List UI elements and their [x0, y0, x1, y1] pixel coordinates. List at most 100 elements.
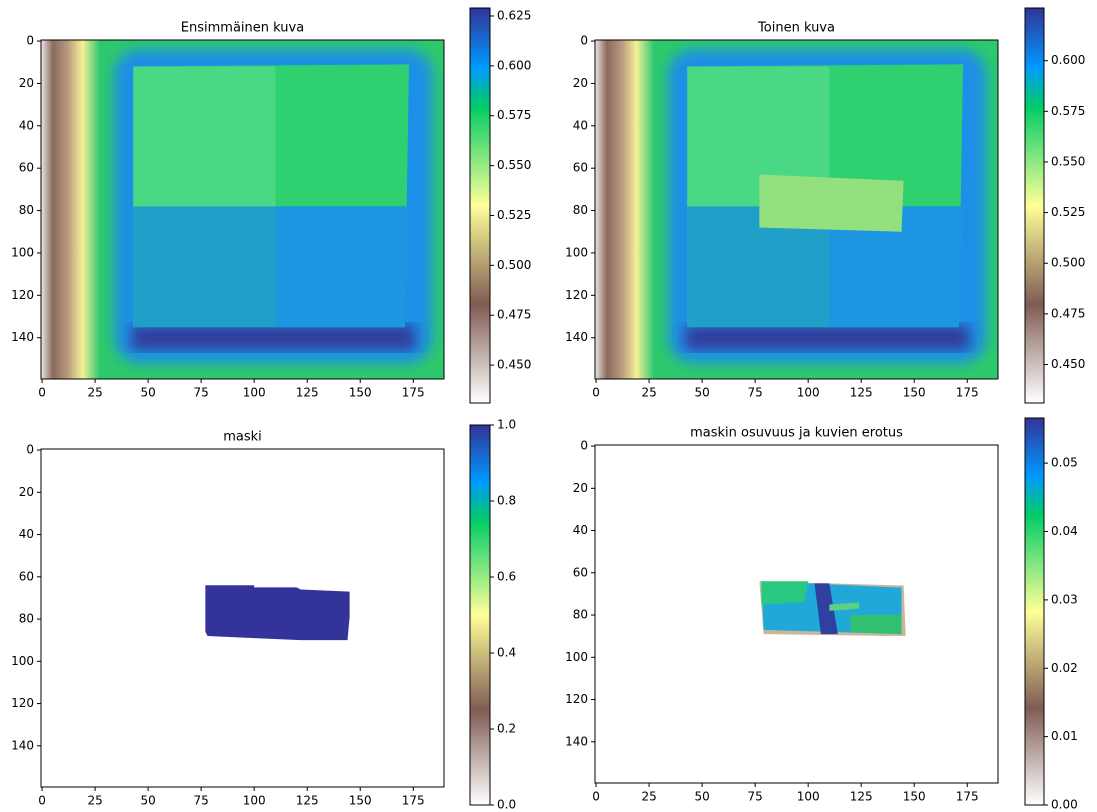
colorbar-tick-label: 0.0	[497, 798, 516, 812]
x-tick-label: 50	[694, 386, 709, 400]
y-tick-label: 20	[19, 485, 34, 499]
y-tick-label: 100	[565, 245, 588, 259]
y-tick-label: 0	[26, 443, 34, 457]
x-tick-label: 125	[296, 794, 319, 808]
x-tick-label: 175	[402, 386, 425, 400]
x-tick-label: 75	[747, 386, 762, 400]
y-tick-label: 140	[11, 738, 34, 752]
x-tick-label: 50	[140, 794, 155, 808]
axes-frame	[40, 39, 445, 380]
x-tick-label: 175	[956, 790, 979, 804]
y-tick-label: 80	[19, 203, 34, 217]
colorbar	[469, 7, 491, 404]
x-tick-label: 25	[641, 386, 656, 400]
axes-frame	[594, 444, 999, 784]
x-tick-label: 100	[243, 386, 266, 400]
colorbar-tick-label: 0.500	[497, 258, 531, 272]
colorbar-tick-label: 0.450	[497, 358, 531, 372]
y-tick-label: 120	[565, 692, 588, 706]
x-tick-label: 125	[296, 386, 319, 400]
x-tick-label: 75	[747, 790, 762, 804]
y-tick-label: 20	[573, 481, 588, 495]
colorbar-tick-label: 0.600	[497, 58, 531, 72]
subplot-title: Ensimmäinen kuva	[181, 21, 304, 36]
x-tick-label: 100	[797, 790, 820, 804]
x-tick-label: 100	[797, 386, 820, 400]
y-tick-label: 140	[565, 330, 588, 344]
y-tick-label: 40	[573, 118, 588, 132]
x-tick-label: 125	[850, 386, 873, 400]
y-tick-label: 0	[580, 439, 588, 453]
y-tick-label: 0	[580, 34, 588, 48]
y-tick-label: 40	[19, 527, 34, 541]
y-tick-label: 40	[573, 523, 588, 537]
axes-frame	[594, 39, 999, 380]
colorbar-tick-label: 0.03	[1051, 592, 1078, 606]
x-tick-label: 50	[140, 386, 155, 400]
y-tick-label: 80	[573, 608, 588, 622]
colorbar	[1024, 7, 1045, 404]
y-tick-label: 140	[11, 330, 34, 344]
colorbar-tick-label: 0.05	[1051, 456, 1078, 470]
colorbar-tick-label: 0.525	[497, 208, 531, 222]
x-tick-label: 75	[193, 794, 208, 808]
x-tick-label: 25	[87, 794, 102, 808]
colorbar-tick-label: 0.600	[1051, 53, 1085, 67]
axes-frame	[40, 448, 445, 788]
colorbar	[469, 424, 491, 806]
colorbar-tick-label: 0.6	[497, 570, 516, 584]
x-tick-label: 175	[956, 386, 979, 400]
y-tick-label: 60	[19, 569, 34, 583]
y-tick-label: 120	[565, 288, 588, 302]
x-tick-label: 100	[243, 794, 266, 808]
colorbar-tick-label: 0.4	[497, 646, 516, 660]
y-tick-label: 100	[11, 245, 34, 259]
y-tick-label: 120	[11, 288, 34, 302]
x-tick-label: 150	[903, 386, 926, 400]
y-tick-label: 40	[19, 118, 34, 132]
x-tick-label: 0	[592, 386, 600, 400]
colorbar-tick-label: 0.475	[1051, 306, 1085, 320]
colorbar-tick-label: 0.02	[1051, 661, 1078, 675]
image	[759, 581, 906, 637]
y-tick-label: 60	[19, 161, 34, 175]
colorbar-tick-label: 0.575	[497, 108, 531, 122]
y-tick-label: 140	[565, 734, 588, 748]
x-tick-label: 175	[402, 794, 425, 808]
x-tick-label: 150	[903, 790, 926, 804]
y-tick-label: 100	[11, 654, 34, 668]
y-tick-label: 120	[11, 696, 34, 710]
x-tick-label: 0	[38, 794, 46, 808]
colorbar	[1024, 417, 1045, 806]
y-tick-label: 60	[573, 161, 588, 175]
x-tick-label: 0	[38, 386, 46, 400]
x-tick-label: 150	[349, 794, 372, 808]
x-tick-label: 25	[87, 386, 102, 400]
image	[41, 40, 444, 379]
x-tick-label: 150	[349, 386, 372, 400]
x-tick-label: 50	[694, 790, 709, 804]
colorbar-tick-label: 0.01	[1051, 729, 1078, 743]
colorbar-tick-label: 0.525	[1051, 205, 1085, 219]
colorbar-tick-label: 0.00	[1051, 798, 1078, 812]
y-tick-label: 80	[573, 203, 588, 217]
y-tick-label: 0	[26, 34, 34, 48]
colorbar-tick-label: 0.04	[1051, 524, 1078, 538]
colorbar-tick-label: 0.8	[497, 494, 516, 508]
x-tick-label: 0	[592, 790, 600, 804]
y-tick-label: 20	[19, 76, 34, 90]
image	[205, 585, 350, 641]
x-tick-label: 125	[850, 790, 873, 804]
y-tick-label: 80	[19, 612, 34, 626]
subplot-title: maskin osuvuus ja kuvien erotus	[690, 426, 903, 441]
colorbar-tick-label: 0.500	[1051, 256, 1085, 270]
colorbar-tick-label: 0.2	[497, 722, 516, 736]
colorbar-tick-label: 0.550	[1051, 154, 1085, 168]
x-tick-label: 25	[641, 790, 656, 804]
image	[595, 40, 998, 379]
y-tick-label: 60	[573, 565, 588, 579]
y-tick-label: 100	[565, 650, 588, 664]
colorbar-tick-label: 0.625	[497, 8, 531, 22]
